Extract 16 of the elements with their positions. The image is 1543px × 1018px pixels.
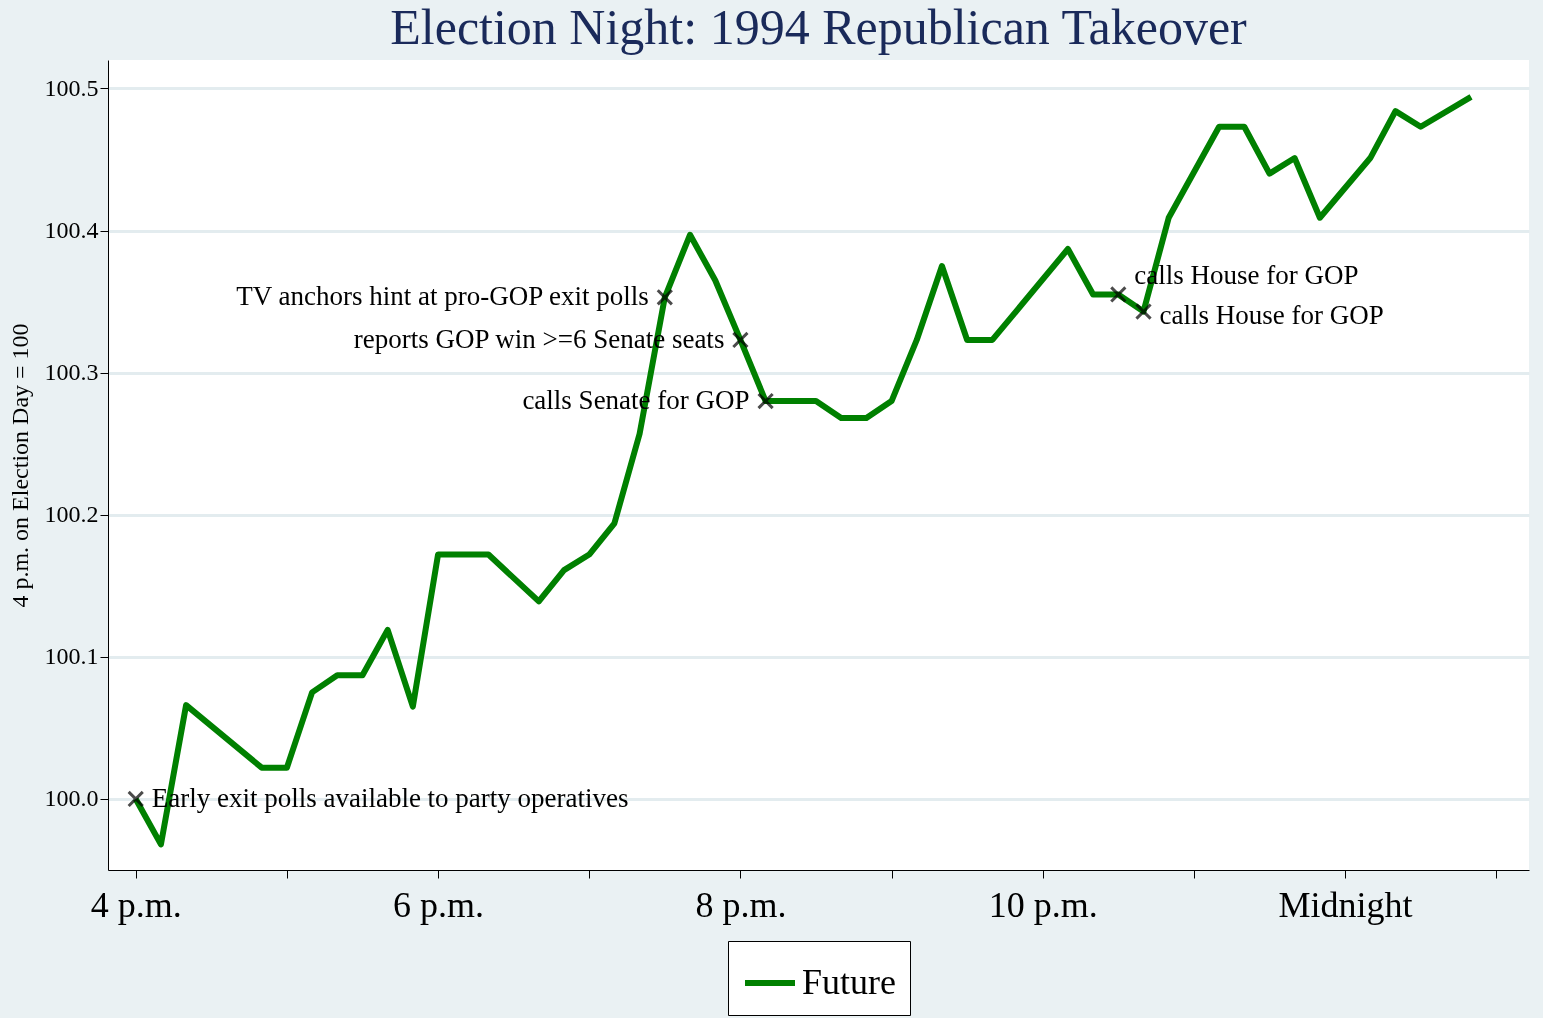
legend-label: Future — [802, 962, 896, 1002]
annotation: TV anchors hint at pro-GOP exit polls — [236, 281, 649, 312]
y-tick-label: 100.4 — [44, 217, 99, 244]
x-tick-label: 6 p.m. — [393, 884, 485, 925]
x-tick-label: 10 p.m. — [988, 884, 1098, 925]
chart-title: Election Night: 1994 Republican Takeover — [390, 0, 1248, 55]
y-tick-label: 100.2 — [44, 501, 99, 528]
annotation: calls House for GOP — [1159, 299, 1384, 330]
y-tick-label: 100.0 — [44, 785, 99, 812]
y-tick-label: 100.5 — [44, 74, 99, 101]
x-tick-label: Midnight — [1278, 884, 1413, 925]
y-tick-label: 100.3 — [44, 359, 99, 386]
y-axis-title: 4 p.m. on Election Day = 100 — [6, 323, 33, 608]
x-tick-label: 4 p.m. — [90, 884, 182, 925]
y-tick-label: 100.1 — [44, 643, 99, 670]
x-tick-label: 8 p.m. — [695, 884, 787, 925]
